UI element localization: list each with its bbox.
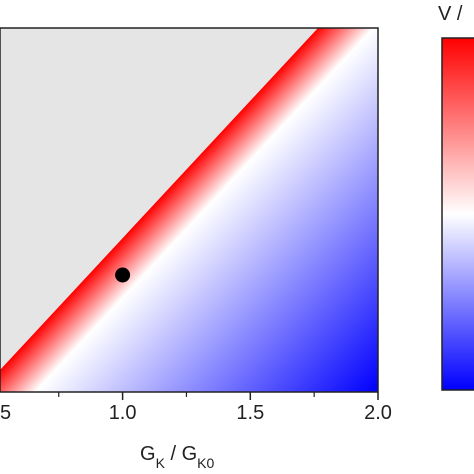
plot-frame (0, 27, 379, 393)
undefined-region (0, 28, 318, 370)
x-tick-label: 2.0 (364, 402, 392, 424)
operating-point (115, 267, 131, 283)
x-label-part: G (140, 443, 156, 465)
x-label-part: K (156, 455, 166, 471)
x-tick-label: 5 (0, 402, 11, 424)
colorbar (441, 37, 474, 391)
x-label-part: K0 (197, 455, 214, 471)
x-tick-label: 1.5 (236, 402, 264, 424)
x-label-part: / G (165, 443, 197, 465)
colorbar-title: V / (438, 3, 463, 25)
x-tick-label: 1.0 (109, 402, 137, 424)
contour-field (0, 28, 378, 392)
x-axis-label: GK / GK0 (140, 443, 214, 471)
